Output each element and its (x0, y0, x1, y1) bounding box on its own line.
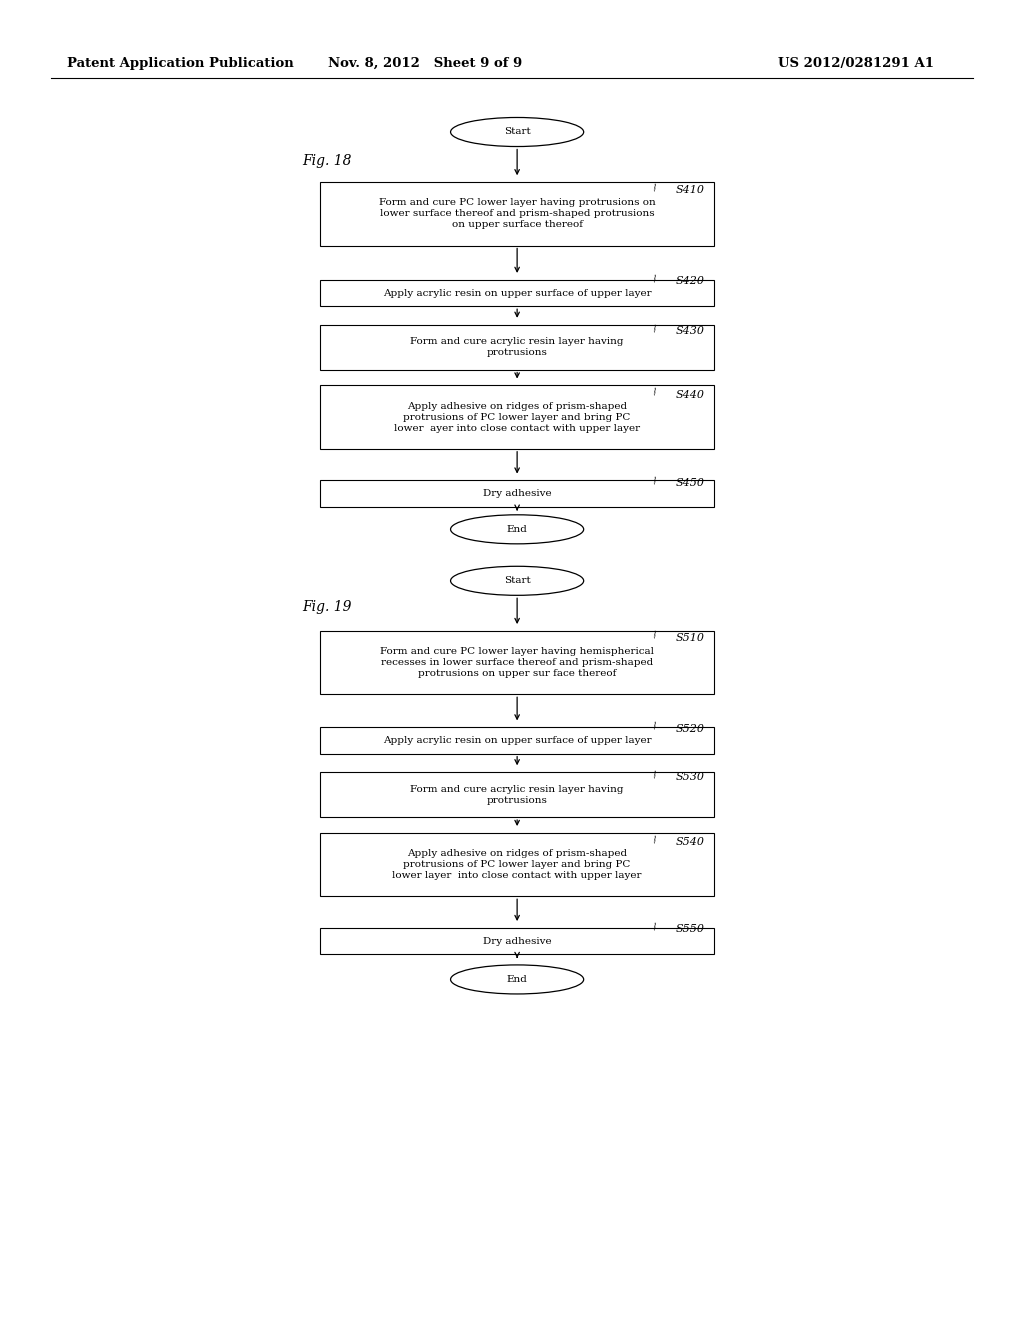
Text: Form and cure PC lower layer having hemispherical
recesses in lower surface ther: Form and cure PC lower layer having hemi… (380, 647, 654, 678)
Text: S420: S420 (676, 276, 705, 286)
Text: S520: S520 (676, 723, 705, 734)
Text: US 2012/0281291 A1: US 2012/0281291 A1 (778, 57, 934, 70)
Text: /: / (653, 182, 657, 193)
Text: Apply acrylic resin on upper surface of upper layer: Apply acrylic resin on upper surface of … (383, 289, 651, 297)
Text: S540: S540 (676, 837, 705, 847)
Text: /: / (653, 630, 657, 640)
Text: S430: S430 (676, 326, 705, 337)
Text: /: / (653, 770, 657, 780)
Text: Start: Start (504, 577, 530, 585)
Text: /: / (653, 323, 657, 334)
Text: /: / (653, 921, 657, 932)
Text: Apply acrylic resin on upper surface of upper layer: Apply acrylic resin on upper surface of … (383, 737, 651, 744)
Text: Fig. 19: Fig. 19 (302, 601, 351, 614)
Text: S550: S550 (676, 924, 705, 935)
Text: S510: S510 (676, 632, 705, 643)
Text: Form and cure PC lower layer having protrusions on
lower surface thereof and pri: Form and cure PC lower layer having prot… (379, 198, 655, 230)
Text: /: / (653, 721, 657, 731)
Text: /: / (653, 834, 657, 845)
Text: Fig. 18: Fig. 18 (302, 154, 351, 168)
Text: S450: S450 (676, 478, 705, 488)
Text: End: End (507, 975, 527, 983)
Text: Nov. 8, 2012   Sheet 9 of 9: Nov. 8, 2012 Sheet 9 of 9 (328, 57, 522, 70)
Text: S440: S440 (676, 389, 705, 400)
Text: S410: S410 (676, 185, 705, 195)
Text: Patent Application Publication: Patent Application Publication (67, 57, 293, 70)
Text: Apply adhesive on ridges of prism-shaped
protrusions of PC lower layer and bring: Apply adhesive on ridges of prism-shaped… (392, 849, 642, 880)
Text: Start: Start (504, 128, 530, 136)
Text: Dry adhesive: Dry adhesive (482, 490, 552, 498)
Text: Apply adhesive on ridges of prism-shaped
protrusions of PC lower layer and bring: Apply adhesive on ridges of prism-shaped… (394, 401, 640, 433)
Text: Form and cure acrylic resin layer having
protrusions: Form and cure acrylic resin layer having… (411, 337, 624, 358)
Text: /: / (653, 475, 657, 486)
Text: End: End (507, 525, 527, 533)
Text: S530: S530 (676, 772, 705, 783)
Text: /: / (653, 387, 657, 397)
Text: /: / (653, 273, 657, 284)
Text: Form and cure acrylic resin layer having
protrusions: Form and cure acrylic resin layer having… (411, 784, 624, 805)
Text: Dry adhesive: Dry adhesive (482, 937, 552, 945)
